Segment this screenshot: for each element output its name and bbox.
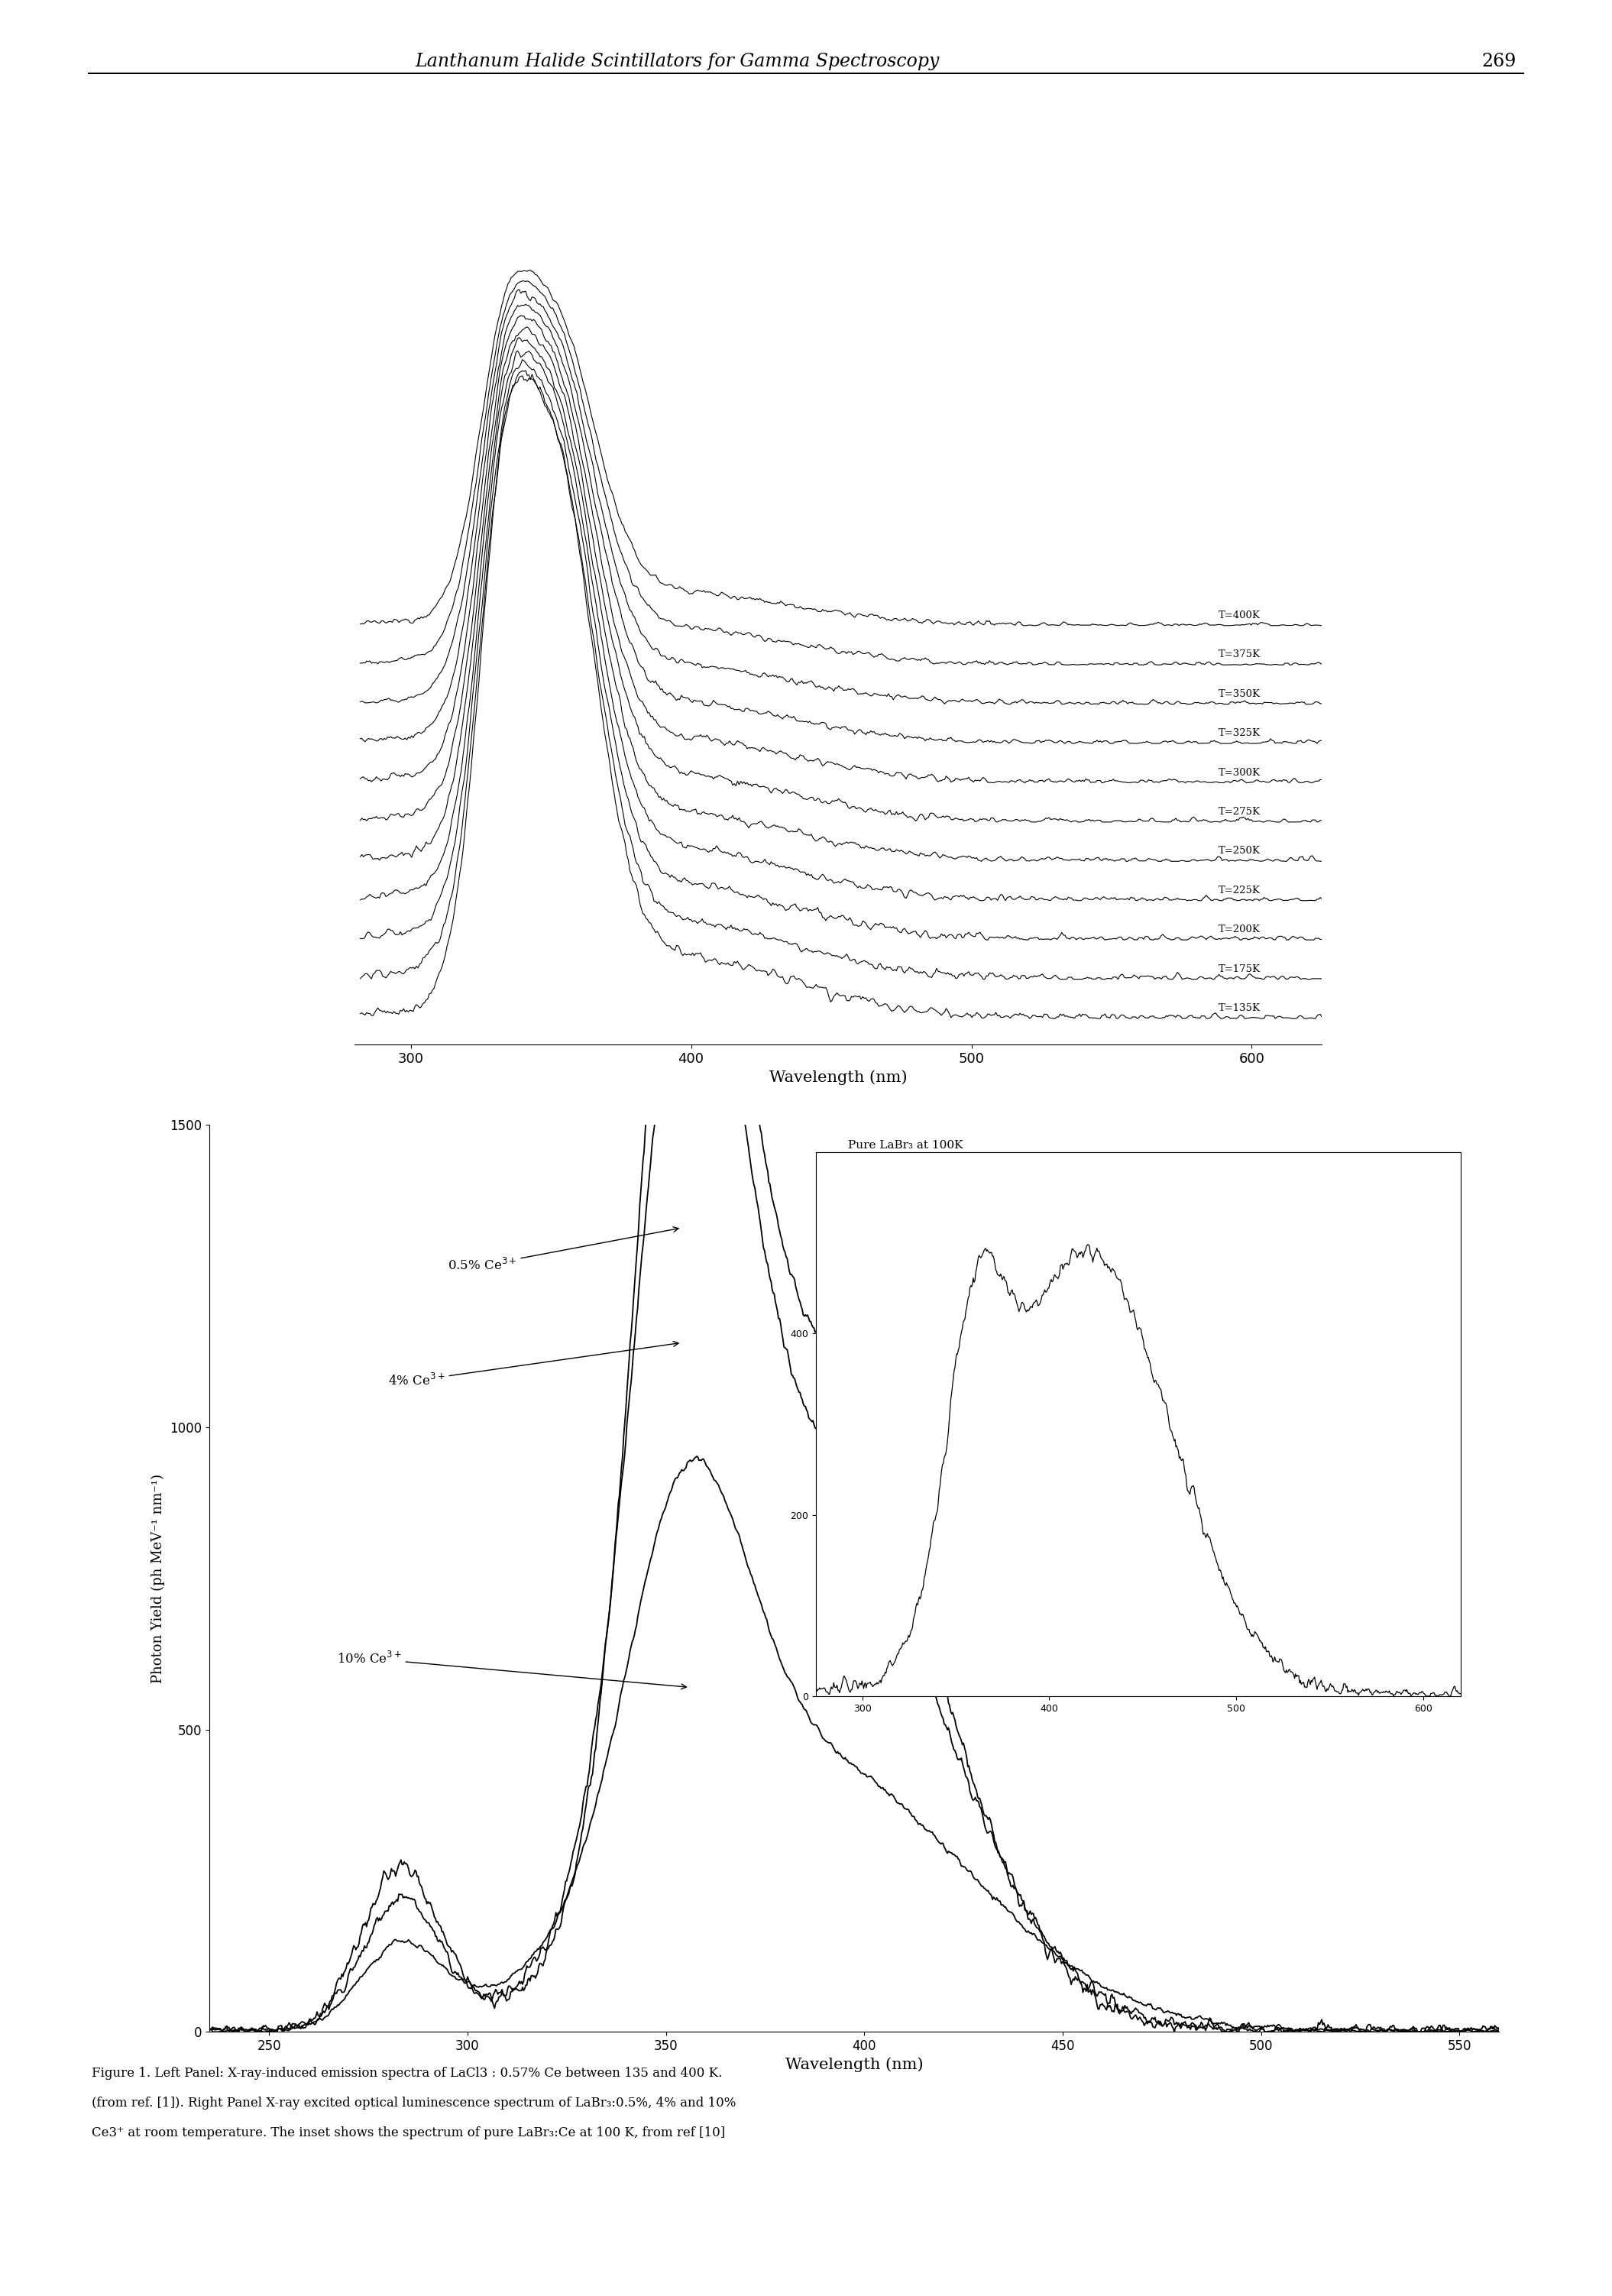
Text: 4% Ce$^{3+}$: 4% Ce$^{3+}$ xyxy=(388,1341,679,1389)
Text: T=250K: T=250K xyxy=(1219,847,1261,856)
Text: T=225K: T=225K xyxy=(1219,886,1261,895)
Text: 269: 269 xyxy=(1481,53,1517,71)
X-axis label: Wavelength (nm): Wavelength (nm) xyxy=(785,2057,924,2073)
Text: Lanthanum Halide Scintillators for Gamma Spectroscopy: Lanthanum Halide Scintillators for Gamma… xyxy=(414,53,940,71)
Text: T=400K: T=400K xyxy=(1219,611,1261,620)
Text: T=200K: T=200K xyxy=(1219,925,1261,934)
Text: T=325K: T=325K xyxy=(1219,728,1261,739)
Text: T=375K: T=375K xyxy=(1219,650,1261,659)
Text: Ce3⁺ at room temperature. The inset shows the spectrum of pure LaBr₃:Ce at 100 K: Ce3⁺ at room temperature. The inset show… xyxy=(92,2126,725,2140)
Text: T=350K: T=350K xyxy=(1219,689,1261,698)
Text: Figure 1. Left Panel: X-ray-induced emission spectra of LaCl3 : 0.57% Ce between: Figure 1. Left Panel: X-ray-induced emis… xyxy=(92,2066,722,2080)
Text: (from ref. [1]). Right Panel X-ray excited optical luminescence spectrum of LaBr: (from ref. [1]). Right Panel X-ray excit… xyxy=(92,2096,737,2110)
Text: 0.5% Ce$^{3+}$: 0.5% Ce$^{3+}$ xyxy=(448,1226,679,1274)
Text: 10% Ce$^{3+}$: 10% Ce$^{3+}$ xyxy=(337,1651,687,1690)
Text: T=175K: T=175K xyxy=(1219,964,1261,974)
X-axis label: Wavelength (nm): Wavelength (nm) xyxy=(769,1070,908,1086)
Text: T=135K: T=135K xyxy=(1219,1003,1261,1013)
Text: T=300K: T=300K xyxy=(1219,767,1261,778)
Text: T=275K: T=275K xyxy=(1219,806,1261,817)
Y-axis label: Photon Yield (ph MeV⁻¹ nm⁻¹): Photon Yield (ph MeV⁻¹ nm⁻¹) xyxy=(150,1474,164,1683)
